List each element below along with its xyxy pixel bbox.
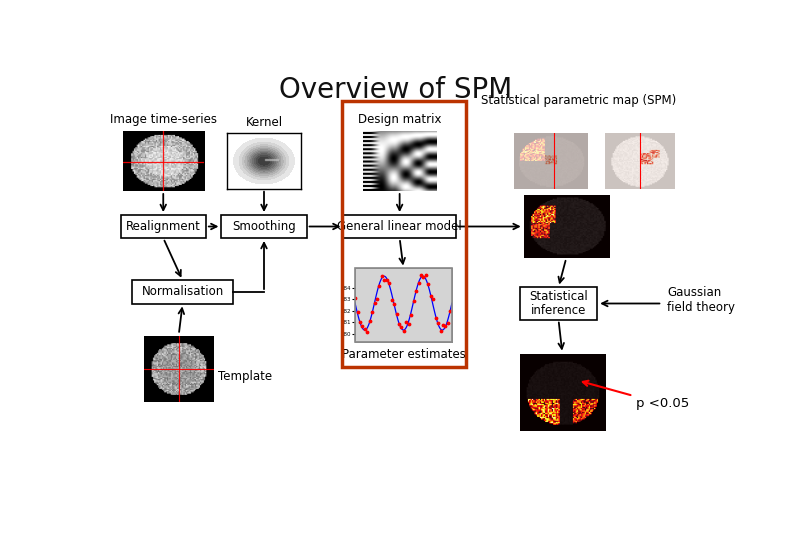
Text: Kernel: Kernel [245, 116, 283, 129]
Text: Overview of SPM: Overview of SPM [279, 76, 513, 104]
Text: Gaussian
field theory: Gaussian field theory [667, 286, 735, 314]
FancyBboxPatch shape [221, 215, 307, 238]
Text: Image time-series: Image time-series [109, 113, 217, 126]
Text: Template: Template [218, 370, 272, 383]
Text: Smoothing: Smoothing [232, 220, 296, 233]
Text: Realignment: Realignment [126, 220, 201, 233]
Text: Statistical parametric map (SPM): Statistical parametric map (SPM) [481, 94, 676, 107]
FancyBboxPatch shape [132, 280, 233, 303]
Text: General linear model: General linear model [337, 220, 462, 233]
Text: Normalisation: Normalisation [142, 286, 224, 299]
Text: Statistical
inference: Statistical inference [529, 289, 588, 318]
Text: Parameter estimates: Parameter estimates [342, 348, 466, 361]
FancyBboxPatch shape [343, 215, 456, 238]
Text: Design matrix: Design matrix [358, 113, 441, 126]
FancyBboxPatch shape [121, 215, 206, 238]
Text: p <0.05: p <0.05 [583, 381, 689, 410]
FancyBboxPatch shape [520, 287, 597, 320]
